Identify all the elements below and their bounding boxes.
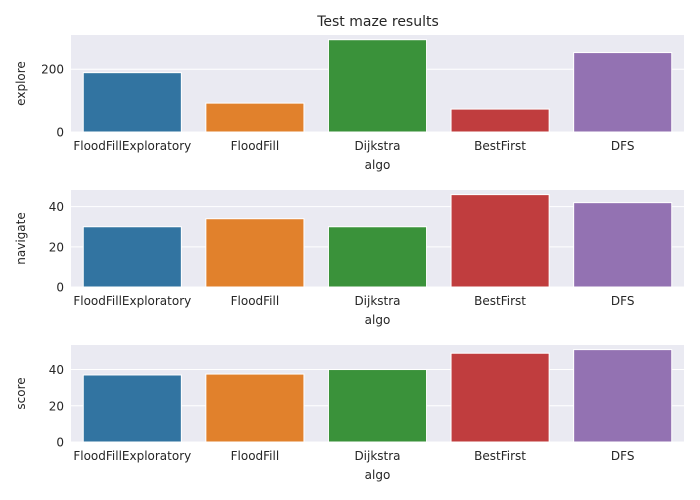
navigate-x-tick-label: FloodFill (231, 294, 280, 308)
explore-x-tick-label: FloodFill (231, 139, 280, 153)
score-bar-floodfillexploratory (82, 374, 182, 443)
navigate-bar-dijkstra (327, 226, 428, 288)
navigate-x-tick-label: FloodFillExploratory (73, 294, 191, 308)
score-x-tick-label: FloodFill (231, 449, 280, 463)
navigate-panel: 0 20 40 FloodFillExploratory FloodFill Dijkst… (14, 190, 684, 327)
navigate-bar-floodfill (205, 218, 305, 288)
navigate-y-axis-label: navigate (14, 212, 28, 264)
score-x-tick-label: FloodFillExploratory (73, 449, 191, 463)
explore-panel: 0 200 FloodFillExploratory FloodFill Dijkstr… (14, 35, 684, 172)
score-y-tick-label: 0 (56, 436, 64, 450)
explore-x-axis-label: algo (365, 158, 391, 172)
explore-bar-floodfillexploratory (82, 72, 182, 133)
score-bar-bestfirst (450, 352, 550, 443)
navigate-x-tick-label: BestFirst (474, 294, 526, 308)
navigate-bar-bestfirst (450, 194, 550, 288)
score-x-tick-label: DFS (611, 449, 635, 463)
score-bar-dfs (573, 349, 673, 443)
navigate-x-tick-label: Dijkstra (354, 294, 400, 308)
navigate-y-tick-label: 0 (56, 281, 64, 295)
score-y-tick-label: 20 (49, 399, 64, 413)
navigate-x-tick-label: DFS (611, 294, 635, 308)
explore-x-tick-label: FloodFillExploratory (73, 139, 191, 153)
explore-x-tick-label: BestFirst (474, 139, 526, 153)
explore-y-tick-label: 200 (41, 63, 64, 77)
score-y-tick-label: 40 (49, 363, 64, 377)
score-x-tick-label: BestFirst (474, 449, 526, 463)
score-panel: 0 20 40 FloodFillExploratory FloodFill Dijkst… (14, 345, 684, 482)
score-y-axis-label: score (14, 377, 28, 409)
explore-bar-floodfill (205, 102, 305, 133)
explore-bar-bestfirst (450, 108, 550, 133)
navigate-x-axis-label: algo (365, 313, 391, 327)
score-x-axis-label: algo (365, 468, 391, 482)
navigate-bar-dfs (573, 202, 673, 288)
explore-y-axis-label: explore (14, 61, 28, 106)
navigate-y-tick-label: 20 (49, 240, 64, 254)
score-x-tick-label: Dijkstra (354, 449, 400, 463)
explore-x-tick-label: Dijkstra (354, 139, 400, 153)
figure-title: Test maze results (316, 14, 439, 30)
score-bar-floodfill (205, 373, 305, 443)
score-bar-dijkstra (327, 369, 428, 443)
explore-y-tick-label: 0 (56, 126, 64, 140)
explore-x-tick-label: DFS (611, 139, 635, 153)
navigate-bar-floodfillexploratory (82, 226, 182, 288)
navigate-y-tick-label: 40 (49, 200, 64, 214)
explore-bar-dijkstra (327, 39, 428, 133)
explore-bar-dfs (573, 52, 673, 133)
